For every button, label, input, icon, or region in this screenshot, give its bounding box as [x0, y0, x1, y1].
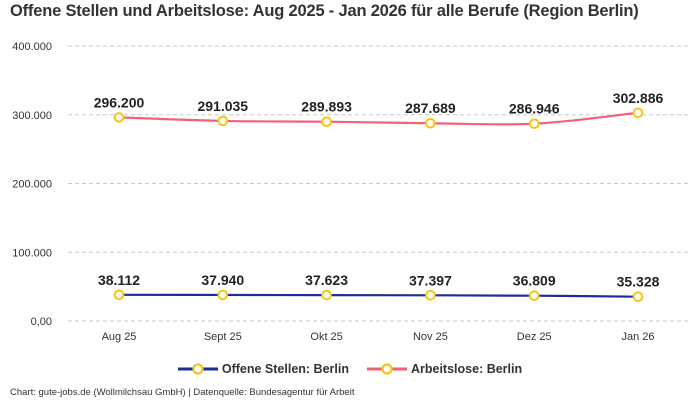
data-label: 37.623 — [305, 272, 348, 288]
data-label: 286.946 — [509, 101, 560, 117]
x-tick-label: Aug 25 — [102, 331, 137, 343]
legend-item-offene-stellen[interactable]: Offene Stellen: Berlin — [177, 362, 349, 376]
data-point — [217, 115, 229, 127]
y-tick-label: 100.000 — [12, 247, 52, 259]
data-point — [425, 289, 436, 301]
data-label: 37.397 — [409, 272, 452, 288]
data-point — [113, 112, 125, 123]
legend: Offene Stellen: Berlin Arbeitslose: Berl… — [0, 362, 700, 376]
legend-marker-icon — [366, 363, 407, 375]
legend-label: Offene Stellen: Berlin — [221, 362, 349, 376]
y-tick-label: 300.000 — [12, 110, 52, 122]
legend-label: Arbeitslose: Berlin — [410, 362, 523, 376]
data-point — [321, 116, 332, 127]
data-label: 35.328 — [617, 274, 660, 290]
data-label: 289.893 — [301, 99, 352, 115]
x-tick-label: Nov 25 — [413, 331, 448, 343]
legend-marker-icon — [177, 363, 218, 375]
data-point — [217, 289, 229, 301]
data-label: 291.035 — [197, 98, 248, 114]
data-point — [425, 117, 436, 129]
data-point — [528, 118, 540, 130]
data-label: 36.809 — [513, 273, 556, 289]
chart-title: Offene Stellen und Arbeitslose: Aug 2025… — [10, 2, 639, 20]
data-label: 287.689 — [405, 100, 456, 116]
x-tick-label: Sept 25 — [204, 331, 242, 343]
legend-item-arbeitslose[interactable]: Arbeitslose: Berlin — [366, 362, 523, 376]
y-tick-label: 0,00 — [31, 316, 52, 328]
data-point — [113, 289, 125, 301]
data-label: 296.200 — [94, 94, 145, 110]
y-tick-label: 200.000 — [12, 179, 52, 191]
data-label: 38.112 — [98, 272, 140, 288]
data-point — [632, 291, 644, 303]
data-point — [632, 107, 644, 119]
x-tick-label: Dez 25 — [517, 331, 552, 343]
series-line — [118, 111, 639, 126]
x-tick-label: Jan 26 — [621, 331, 654, 343]
chart-credit: Chart: gute-jobs.de (Wollmilchsau GmbH) … — [10, 387, 355, 398]
data-point — [321, 289, 332, 301]
data-label: 302.886 — [613, 90, 664, 106]
x-tick-label: Okt 25 — [310, 331, 342, 343]
data-point — [528, 290, 540, 301]
data-label: 37.940 — [201, 272, 244, 288]
y-tick-label: 400.000 — [12, 41, 52, 53]
series-line — [118, 293, 639, 298]
